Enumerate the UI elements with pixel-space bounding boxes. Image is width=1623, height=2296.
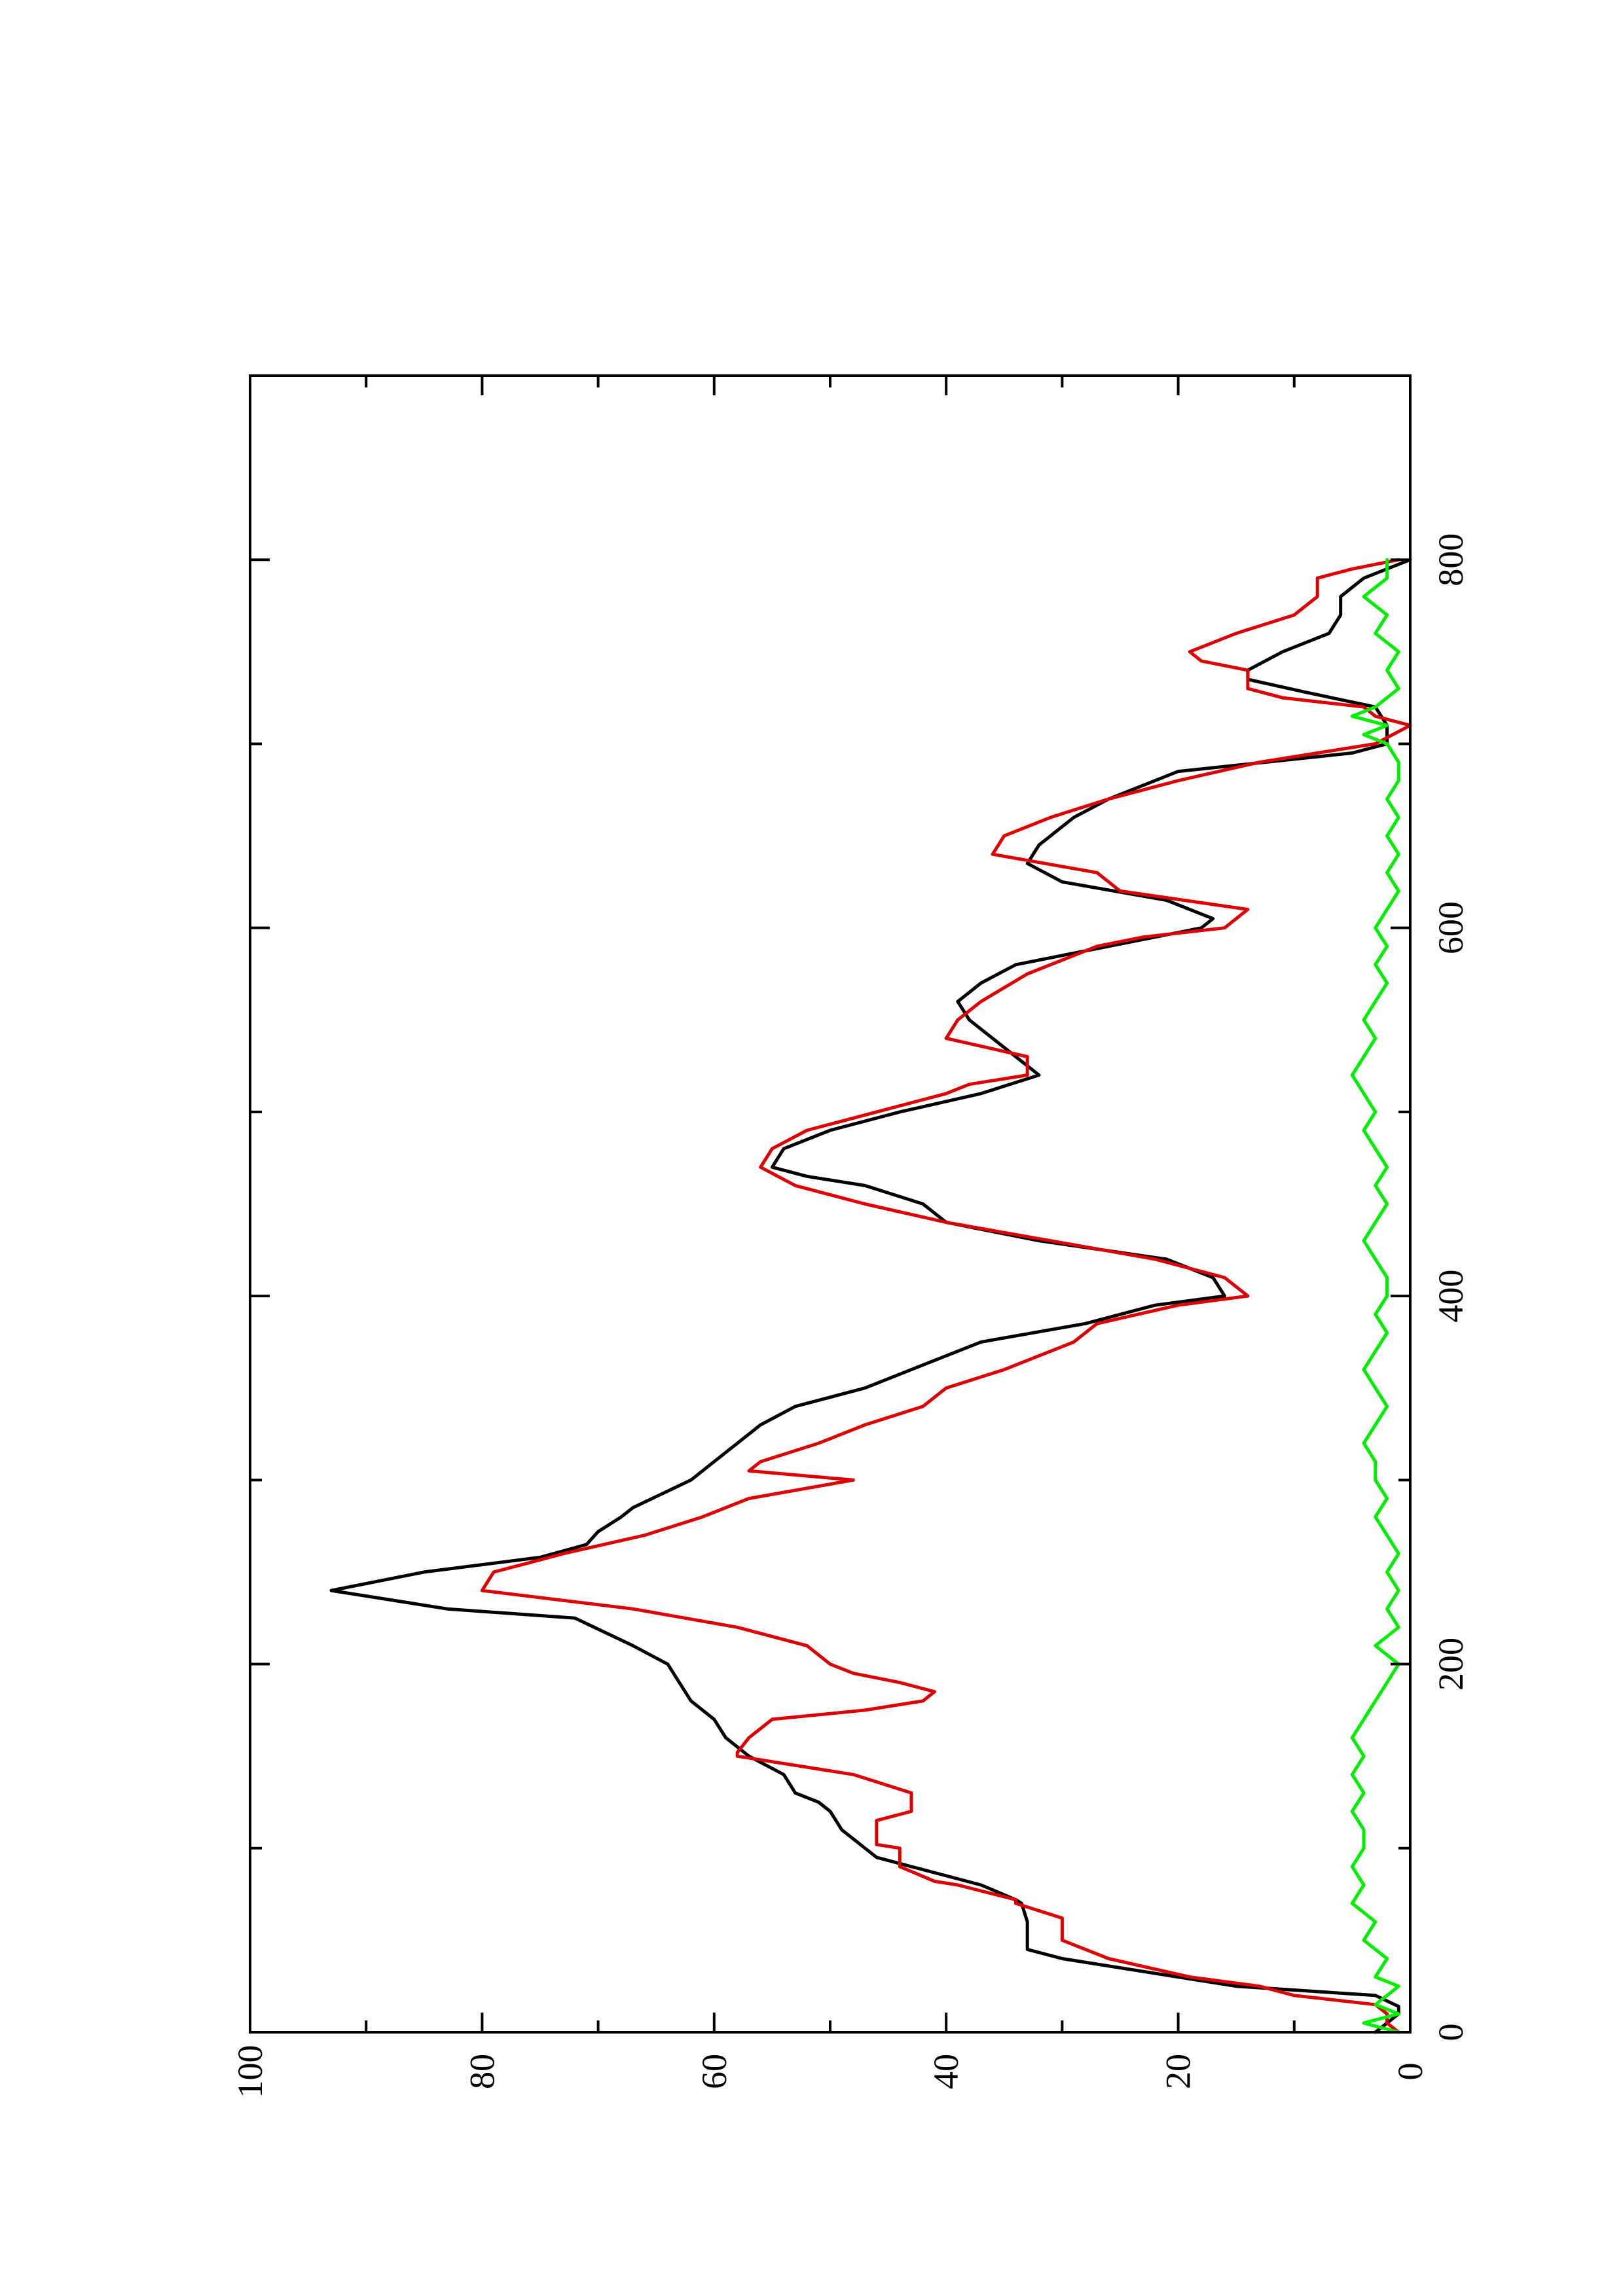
y-tick-label: 100 (230, 2045, 270, 2098)
axis-layer: 0 200 400 600 800 0 20 40 60 80 100 (230, 376, 1470, 2098)
series-line-3 (1350, 558, 1400, 2034)
series-line-2 (480, 558, 1412, 2034)
x-tick-label: 0 (1431, 2024, 1470, 2041)
plot-frame (249, 374, 1412, 2034)
x-tick-label: 400 (1431, 1270, 1470, 1323)
y-tick-label: 40 (926, 2054, 966, 2089)
y-tick-label: 20 (1159, 2054, 1198, 2089)
x-tick-label: 800 (1431, 533, 1470, 586)
x-tick-label: 600 (1431, 901, 1470, 954)
series-layer (329, 558, 1412, 2034)
y-tick-label: 60 (695, 2054, 734, 2089)
y-tick-label: 0 (1391, 2063, 1430, 2081)
series-line-1 (329, 558, 1412, 2034)
x-tick-label: 200 (1431, 1638, 1470, 1691)
y-tick-label: 80 (462, 2054, 501, 2089)
